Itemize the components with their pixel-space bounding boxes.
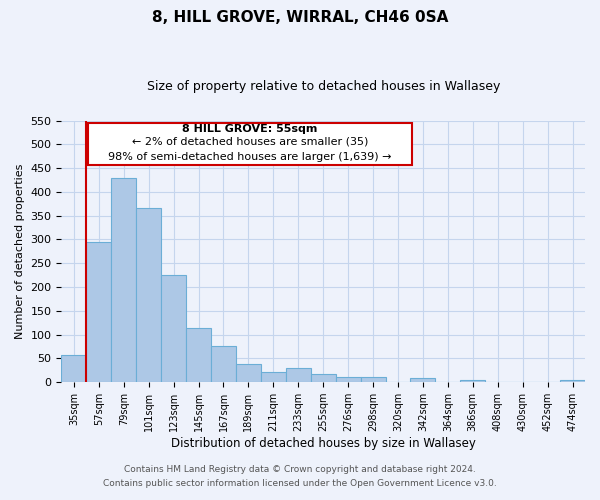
Text: 8, HILL GROVE, WIRRAL, CH46 0SA: 8, HILL GROVE, WIRRAL, CH46 0SA xyxy=(152,10,448,25)
Y-axis label: Number of detached properties: Number of detached properties xyxy=(15,164,25,339)
Bar xyxy=(286,368,311,382)
Bar xyxy=(460,380,485,382)
Text: Contains HM Land Registry data © Crown copyright and database right 2024.
Contai: Contains HM Land Registry data © Crown c… xyxy=(103,466,497,487)
Bar xyxy=(410,378,436,382)
Bar xyxy=(161,274,186,382)
Bar xyxy=(560,380,585,382)
Bar xyxy=(186,328,211,382)
Bar xyxy=(211,346,236,382)
Bar xyxy=(136,208,161,382)
Text: 8 HILL GROVE: 55sqm: 8 HILL GROVE: 55sqm xyxy=(182,124,317,134)
Bar xyxy=(61,355,86,382)
Bar xyxy=(335,378,361,382)
Bar xyxy=(111,178,136,382)
FancyBboxPatch shape xyxy=(88,123,412,165)
Bar xyxy=(86,242,111,382)
Bar xyxy=(311,374,335,382)
Text: 98% of semi-detached houses are larger (1,639) →: 98% of semi-detached houses are larger (… xyxy=(108,152,392,162)
Text: ← 2% of detached houses are smaller (35): ← 2% of detached houses are smaller (35) xyxy=(132,136,368,146)
Bar xyxy=(261,372,286,382)
X-axis label: Distribution of detached houses by size in Wallasey: Distribution of detached houses by size … xyxy=(171,437,476,450)
Title: Size of property relative to detached houses in Wallasey: Size of property relative to detached ho… xyxy=(146,80,500,93)
Bar xyxy=(361,377,386,382)
Bar xyxy=(236,364,261,382)
